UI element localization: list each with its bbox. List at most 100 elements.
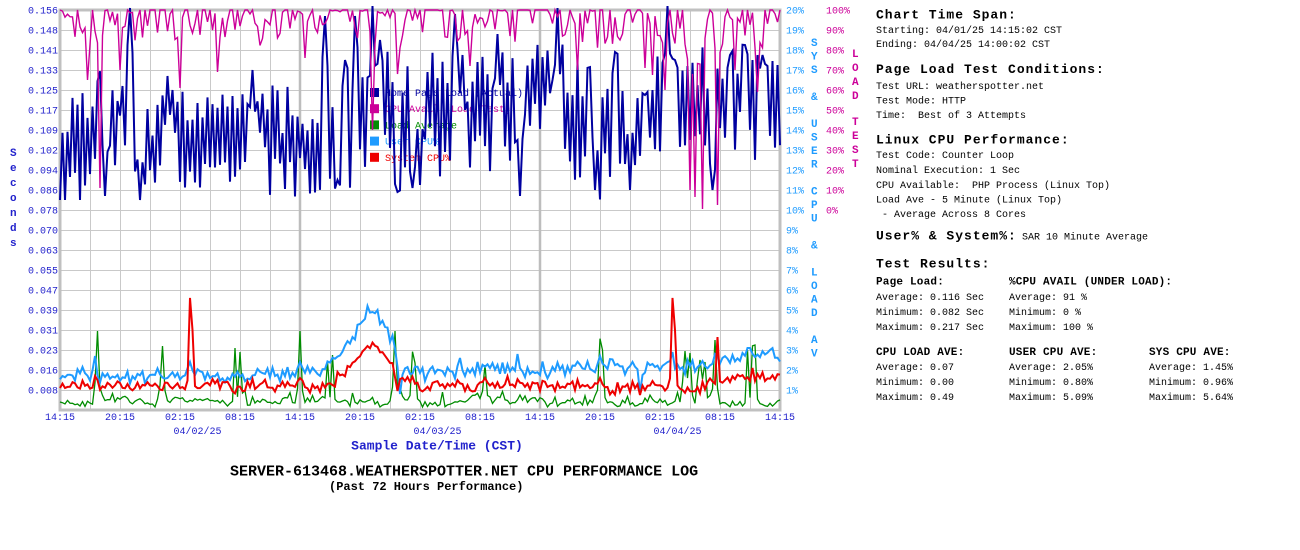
svg-text:Test Results:: Test Results: <box>876 257 990 272</box>
svg-text:0.055: 0.055 <box>28 267 58 278</box>
svg-text:80%: 80% <box>826 47 844 58</box>
svg-text:0.047: 0.047 <box>28 287 58 298</box>
svg-text:n: n <box>10 208 17 220</box>
svg-text:0.016: 0.016 <box>28 367 58 378</box>
svg-text:4%: 4% <box>786 327 798 338</box>
svg-text:9%: 9% <box>786 227 798 238</box>
svg-text:- Average Across 8 Cores: - Average Across 8 Cores <box>876 210 1026 221</box>
svg-text:6%: 6% <box>786 287 798 298</box>
svg-text:e: e <box>10 163 17 175</box>
svg-text:13%: 13% <box>786 147 804 158</box>
svg-text:70%: 70% <box>826 67 844 78</box>
svg-text:Maximum: 100 %: Maximum: 100 % <box>1009 322 1093 334</box>
svg-text:Y: Y <box>811 52 818 64</box>
svg-text:60%: 60% <box>826 87 844 98</box>
svg-text:A: A <box>811 335 818 347</box>
svg-text:%CPU AVAIL (UNDER LOAD):: %CPU AVAIL (UNDER LOAD): <box>1009 277 1172 289</box>
svg-text:0.156: 0.156 <box>28 7 58 18</box>
svg-text:User CPU%: User CPU% <box>385 138 439 149</box>
svg-text:Test Code: Counter Loop: Test Code: Counter Loop <box>876 150 1014 162</box>
svg-text:C: C <box>811 187 818 199</box>
svg-text:0.070: 0.070 <box>28 227 58 238</box>
svg-text:Minimum: 0.80%: Minimum: 0.80% <box>1009 377 1093 389</box>
svg-text:Nominal Execution: 1 Sec: Nominal Execution: 1 Sec <box>876 165 1020 177</box>
svg-text:11%: 11% <box>786 187 804 198</box>
svg-text:Minimum: 0.082 Sec: Minimum: 0.082 Sec <box>876 307 984 319</box>
svg-text:50%: 50% <box>826 107 844 118</box>
svg-text:P: P <box>811 200 818 212</box>
svg-text:A: A <box>811 295 818 307</box>
svg-text:08:15: 08:15 <box>225 413 255 424</box>
svg-text:12%: 12% <box>786 167 804 178</box>
svg-text:c: c <box>10 178 17 190</box>
svg-text:Test Mode: HTTP: Test Mode: HTTP <box>876 96 966 108</box>
svg-text:CPU LOAD AVE:: CPU LOAD AVE: <box>876 347 964 359</box>
svg-text:T: T <box>852 117 859 129</box>
svg-text:Maximum: 0.217 Sec: Maximum: 0.217 Sec <box>876 322 984 334</box>
svg-text:30%: 30% <box>826 147 844 158</box>
svg-text:20:15: 20:15 <box>345 413 375 424</box>
svg-text:0.102: 0.102 <box>28 147 58 158</box>
svg-text:U: U <box>811 119 818 131</box>
svg-text:0.125: 0.125 <box>28 87 58 98</box>
svg-text:08:15: 08:15 <box>465 413 495 424</box>
svg-text:Average: 91 %: Average: 91 % <box>1009 293 1087 304</box>
svg-text:E: E <box>852 131 859 143</box>
svg-text:15%: 15% <box>786 107 804 118</box>
svg-text:04/02/25: 04/02/25 <box>173 426 221 438</box>
svg-text:Minimum: 0.00: Minimum: 0.00 <box>876 377 954 389</box>
svg-text:s: s <box>10 238 17 250</box>
svg-text:20%: 20% <box>786 7 804 18</box>
svg-text:0.008: 0.008 <box>28 387 58 398</box>
svg-text:Time: Best of 3 Attempts: Time: Best of 3 Attempts <box>876 110 1026 122</box>
svg-text:Page Load:: Page Load: <box>876 277 944 289</box>
svg-text:0.063: 0.063 <box>28 247 58 258</box>
svg-text:A: A <box>852 77 859 89</box>
svg-text:0.141: 0.141 <box>28 47 58 58</box>
svg-text:Minimum: 0.96%: Minimum: 0.96% <box>1149 377 1233 389</box>
svg-text:&: & <box>811 241 818 253</box>
svg-text:19%: 19% <box>786 27 804 38</box>
svg-text:02:15: 02:15 <box>165 413 195 424</box>
svg-text:0.039: 0.039 <box>28 307 58 318</box>
svg-text:Home Page Load (Actual): Home Page Load (Actual) <box>385 88 523 100</box>
svg-text:0.086: 0.086 <box>28 187 58 198</box>
svg-text:10%: 10% <box>786 207 804 218</box>
svg-text:0.109: 0.109 <box>28 127 58 138</box>
svg-text:Minimum: 0 %: Minimum: 0 % <box>1009 307 1081 319</box>
svg-text:Maximum: 0.49: Maximum: 0.49 <box>876 392 954 404</box>
svg-text:Sample Date/Time (CST): Sample Date/Time (CST) <box>351 439 523 454</box>
svg-text:Average: 0.07: Average: 0.07 <box>876 363 954 374</box>
svg-text:20:15: 20:15 <box>105 413 135 424</box>
svg-text:0.133: 0.133 <box>28 67 58 78</box>
svg-text:0.031: 0.031 <box>28 327 58 338</box>
svg-text:0.023: 0.023 <box>28 347 58 358</box>
svg-text:8%: 8% <box>786 247 798 258</box>
svg-text:16%: 16% <box>786 87 804 98</box>
svg-text:04/04/25: 04/04/25 <box>653 426 701 438</box>
svg-text:17%: 17% <box>786 67 804 78</box>
svg-text:&: & <box>811 92 818 104</box>
svg-text:0.148: 0.148 <box>28 27 58 38</box>
svg-text:0.117: 0.117 <box>28 107 58 118</box>
svg-text:14:15: 14:15 <box>45 413 75 424</box>
svg-text:o: o <box>10 193 17 205</box>
svg-text:Ending: 04/04/25 14:00:02 CST: Ending: 04/04/25 14:00:02 CST <box>876 39 1050 51</box>
svg-text:CPU Available: PHP Process (L: CPU Available: PHP Process (Linux Top) <box>876 180 1110 192</box>
svg-text:SERVER-613468.WEATHERSPOTTER.N: SERVER-613468.WEATHERSPOTTER.NET CPU PER… <box>230 464 698 481</box>
svg-text:V: V <box>811 349 818 361</box>
svg-text:Chart Time Span:: Chart Time Span: <box>876 8 1017 23</box>
svg-text:O: O <box>811 281 818 293</box>
svg-text:(Past 72 Hours Performance): (Past 72 Hours Performance) <box>329 480 523 494</box>
svg-text:Average: 1.45%: Average: 1.45% <box>1149 363 1233 374</box>
svg-text:5%: 5% <box>786 307 798 318</box>
svg-text:14:15: 14:15 <box>525 413 555 424</box>
svg-text:E: E <box>811 146 818 158</box>
svg-text:U: U <box>811 214 818 226</box>
svg-text:Load Ave - 5 Minute (Linux Top: Load Ave - 5 Minute (Linux Top) <box>876 195 1062 207</box>
svg-text:S: S <box>811 65 818 77</box>
svg-text:0.094: 0.094 <box>28 167 58 178</box>
svg-text:Average: 0.116 Sec: Average: 0.116 Sec <box>876 293 984 304</box>
svg-text:D: D <box>852 91 859 103</box>
svg-text:2%: 2% <box>786 367 798 378</box>
